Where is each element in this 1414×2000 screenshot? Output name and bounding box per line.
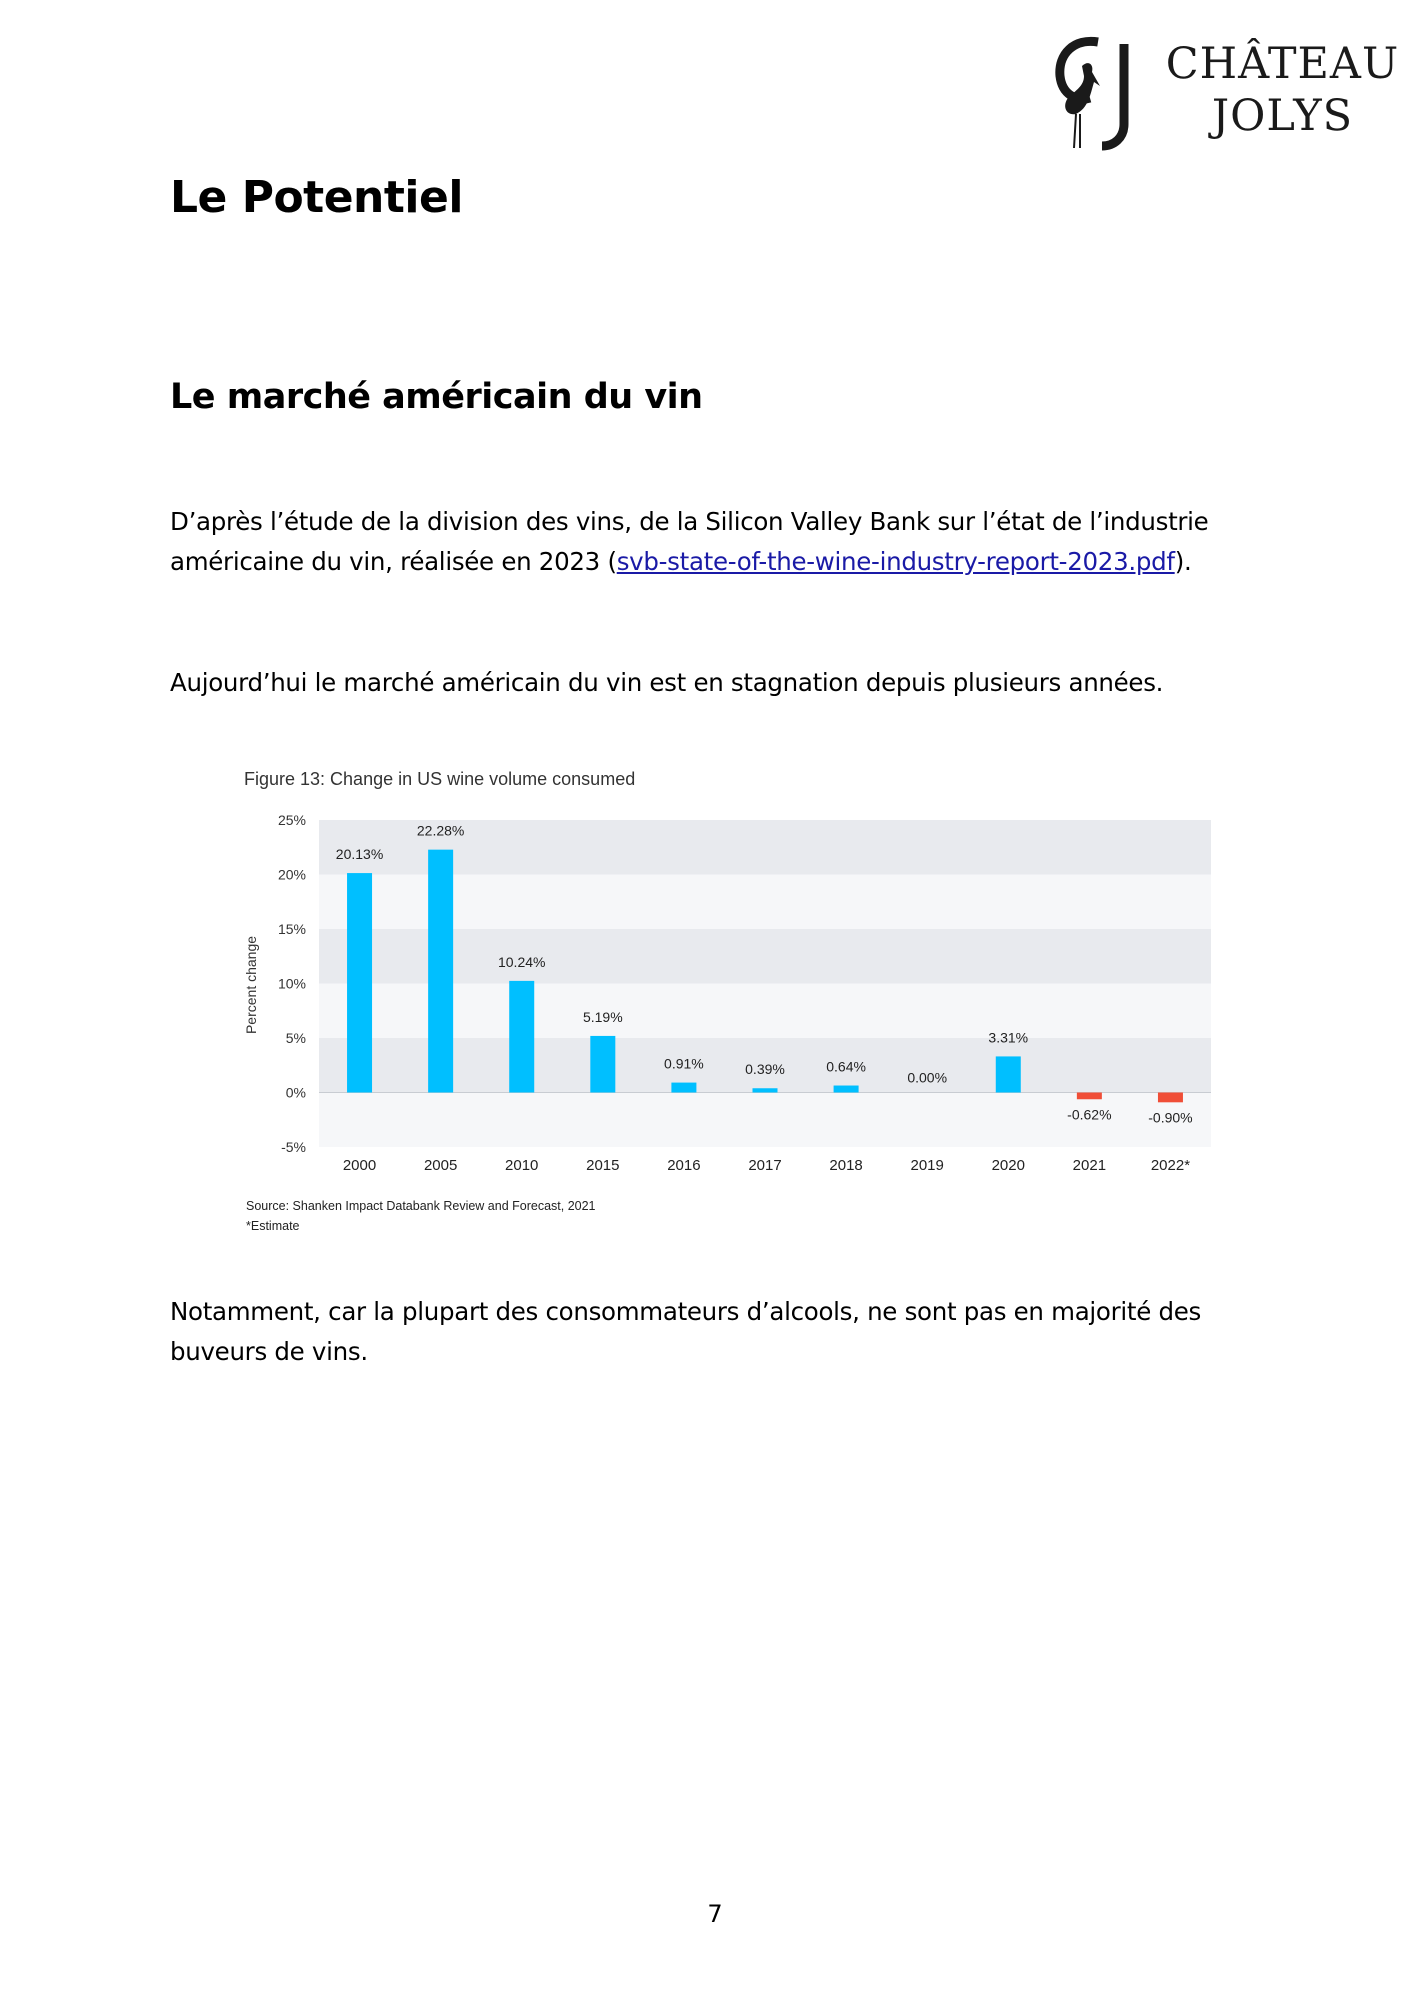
logo-line-1: CHÂTEAU (1165, 39, 1400, 89)
stork-monogram-icon (1055, 36, 1129, 151)
y-tick-label: 0% (286, 1085, 306, 1101)
bar (995, 1056, 1021, 1093)
x-tick-label: 2000 (343, 1157, 376, 1174)
x-tick-label: 2022* (1151, 1157, 1190, 1174)
grid-band (319, 820, 1211, 875)
report-link[interactable]: svb-state-of-the-wine-industry-report-20… (616, 547, 1175, 576)
y-tick-label: 20% (278, 867, 306, 883)
stagnation-paragraph: Aujourd’hui le marché américain du vin e… (170, 668, 1164, 697)
x-tick-label: 2021 (1073, 1157, 1106, 1174)
bar (1157, 1092, 1183, 1103)
grid-band (319, 1038, 1211, 1093)
bar-chart: Figure 13: Change in US wine volume cons… (243, 769, 1211, 1233)
y-tick-label: 5% (286, 1030, 306, 1046)
grid-band (319, 983, 1211, 1038)
data-label: 5.19% (583, 1009, 623, 1025)
data-label: -0.90% (1148, 1109, 1192, 1125)
bar (347, 873, 373, 1093)
y-tick-label: -5% (281, 1139, 306, 1155)
x-tick-label: 2020 (992, 1157, 1025, 1174)
data-label: 3.31% (988, 1029, 1028, 1045)
data-label: 20.13% (336, 846, 383, 862)
data-label: 0.00% (907, 1070, 947, 1086)
chart-title: Figure 13: Change in US wine volume cons… (244, 769, 635, 789)
page-title: Le Potentiel (170, 172, 463, 223)
y-tick-label: 25% (278, 812, 306, 828)
x-tick-label: 2017 (748, 1157, 781, 1174)
bar (1076, 1092, 1102, 1100)
bar (509, 980, 535, 1093)
intro-text-end: ). (1174, 547, 1192, 576)
y-axis-label: Percent change (243, 936, 259, 1034)
x-tick-label: 2005 (424, 1157, 457, 1174)
page-number: 7 (707, 1900, 723, 1928)
conclusion-paragraph: Notamment, car la plupart des consommate… (170, 1297, 1201, 1366)
bar (752, 1088, 778, 1093)
y-tick-label: 15% (278, 921, 306, 937)
bar (428, 849, 454, 1093)
data-label: 22.28% (417, 823, 464, 839)
bar (590, 1035, 616, 1093)
section-title: Le marché américain du vin (170, 377, 703, 417)
grid-band (319, 929, 1211, 984)
x-tick-label: 2010 (505, 1157, 538, 1174)
chart-source: Source: Shanken Impact Databank Review a… (246, 1199, 596, 1213)
intro-text: D’après l’étude de la division des vins,… (170, 507, 1209, 576)
chart-note: *Estimate (246, 1219, 300, 1233)
logo-wordmark: CHÂTEAU JOLYS (1160, 38, 1405, 142)
data-label: 0.39% (745, 1061, 785, 1077)
data-label: 0.91% (664, 1056, 704, 1072)
data-label: 0.64% (826, 1059, 866, 1075)
data-label: 10.24% (498, 954, 545, 970)
data-label: -0.62% (1067, 1106, 1111, 1122)
intro-paragraph: D’après l’étude de la division des vins,… (170, 502, 1280, 582)
x-tick-label: 2019 (910, 1157, 943, 1174)
logo-monogram (1054, 36, 1144, 151)
grid-band (319, 874, 1211, 929)
x-tick-label: 2018 (829, 1157, 862, 1174)
grid-band (319, 1092, 1211, 1147)
bar (833, 1085, 859, 1093)
bar (671, 1082, 697, 1093)
logo-line-2: JOLYS (1211, 91, 1354, 141)
x-tick-label: 2015 (586, 1157, 619, 1174)
y-tick-label: 10% (278, 976, 306, 992)
x-tick-label: 2016 (667, 1157, 700, 1174)
